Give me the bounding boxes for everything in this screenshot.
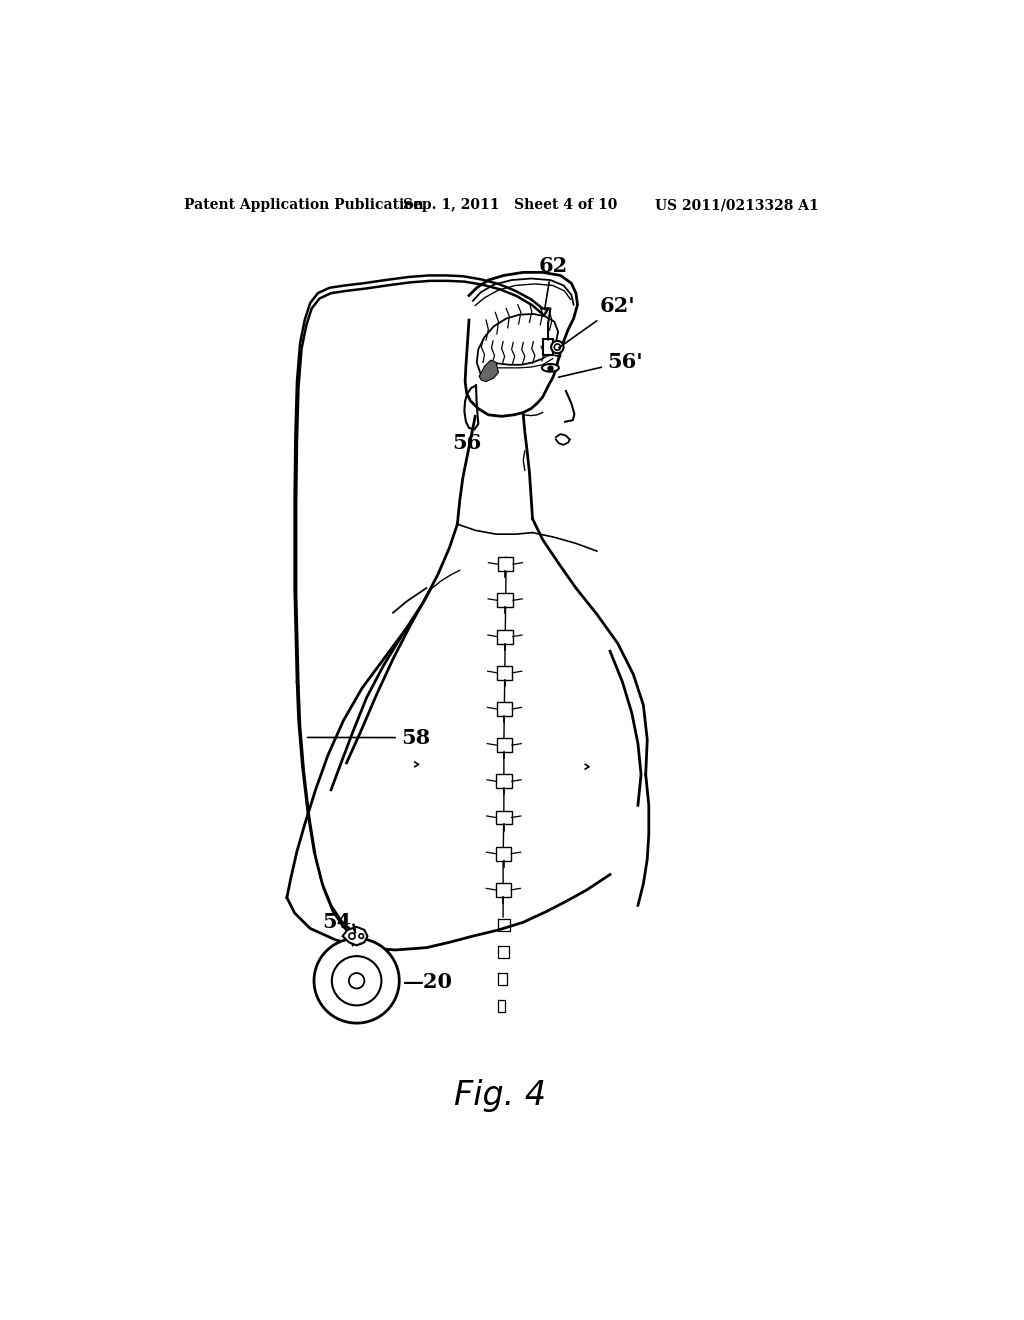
Text: Fig. 4: Fig. 4	[454, 1078, 546, 1111]
Bar	[498, 594, 513, 607]
Polygon shape	[479, 360, 499, 381]
Bar	[498, 630, 513, 644]
Text: 56: 56	[452, 433, 481, 454]
Text: 62': 62'	[559, 297, 635, 347]
Bar	[496, 810, 512, 825]
Bar	[497, 775, 512, 788]
Polygon shape	[343, 927, 368, 945]
Bar	[497, 738, 512, 752]
Text: 58: 58	[307, 727, 430, 747]
Circle shape	[359, 933, 364, 939]
Text: 54: 54	[322, 912, 351, 932]
Circle shape	[349, 973, 365, 989]
Polygon shape	[543, 339, 553, 355]
Text: —20: —20	[403, 973, 454, 993]
Circle shape	[554, 345, 560, 350]
Bar	[497, 665, 512, 680]
Bar	[496, 883, 511, 896]
Bar	[497, 702, 512, 715]
Text: 62: 62	[539, 256, 568, 310]
Text: Sep. 1, 2011   Sheet 4 of 10: Sep. 1, 2011 Sheet 4 of 10	[403, 198, 617, 213]
Polygon shape	[477, 314, 558, 374]
Circle shape	[349, 933, 355, 940]
Text: Patent Application Publication: Patent Application Publication	[183, 198, 424, 213]
Circle shape	[551, 341, 563, 354]
Bar	[496, 847, 511, 861]
Bar	[498, 557, 513, 572]
Ellipse shape	[542, 364, 559, 372]
Circle shape	[332, 956, 381, 1006]
Text: US 2011/0213328 A1: US 2011/0213328 A1	[655, 198, 819, 213]
Text: 56': 56'	[558, 352, 643, 378]
Circle shape	[314, 939, 399, 1023]
